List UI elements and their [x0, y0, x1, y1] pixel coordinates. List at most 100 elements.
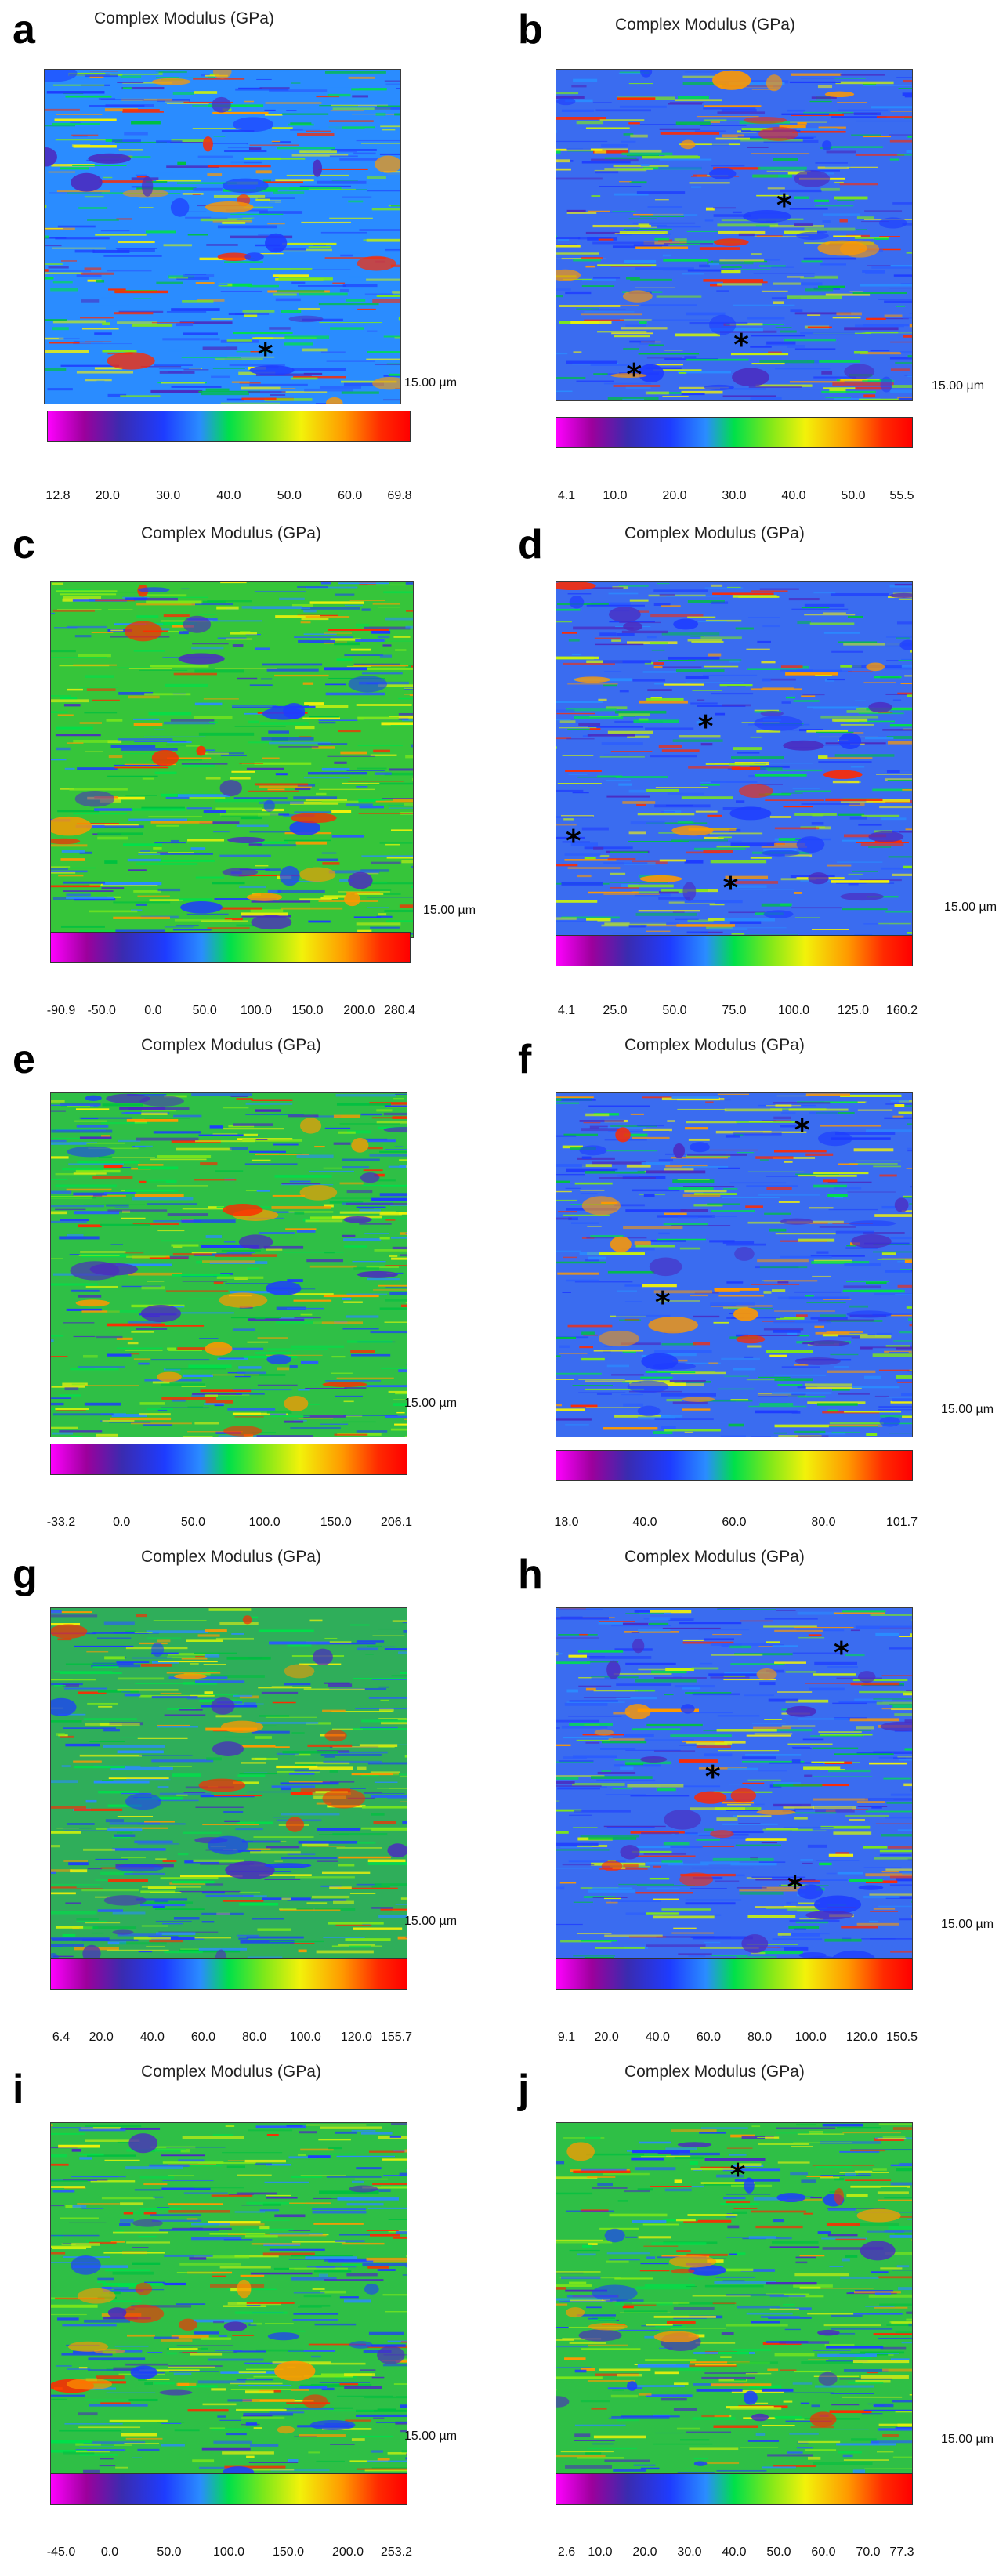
- scan-streak: [394, 113, 400, 116]
- scan-streak: [50, 288, 78, 292]
- scan-streak: [628, 884, 674, 888]
- scan-streak: [123, 246, 171, 248]
- scan-streak: [353, 663, 400, 665]
- scan-streak: [132, 2211, 144, 2215]
- scan-streak: [178, 2159, 205, 2162]
- scan-streak: [666, 804, 693, 807]
- scan-streak: [147, 2352, 163, 2353]
- scan-streak: [711, 1955, 748, 1957]
- scan-streak: [267, 223, 285, 225]
- scan-streak: [157, 1786, 169, 1788]
- scan-streak: [735, 627, 754, 630]
- colorbar-tick-label: 10.0: [603, 489, 628, 502]
- scan-streak: [654, 237, 669, 241]
- scan-streak: [226, 1252, 255, 1253]
- scan-streak: [671, 1225, 731, 1226]
- scan-streak: [378, 1284, 407, 1287]
- scan-streak: [89, 104, 145, 107]
- scan-streak: [186, 1639, 223, 1643]
- stiff-region: [375, 155, 400, 173]
- scan-streak: [625, 324, 646, 327]
- scan-streak: [53, 1684, 66, 1687]
- scan-streak: [259, 785, 312, 788]
- scan-streak: [717, 283, 762, 286]
- scan-streak: [355, 1708, 407, 1710]
- scan-streak: [340, 751, 367, 755]
- scan-streak: [205, 1894, 254, 1897]
- scan-streak: [592, 277, 621, 279]
- scan-streak: [774, 1424, 829, 1428]
- scan-streak: [581, 285, 615, 287]
- panel-title: Complex Modulus (GPa): [624, 524, 805, 542]
- scan-streak: [704, 119, 727, 122]
- soft-region: [786, 1705, 816, 1717]
- scan-streak: [202, 1260, 255, 1263]
- scan-streak: [564, 853, 601, 856]
- scan-streak: [556, 1719, 600, 1723]
- scan-streak: [360, 1138, 388, 1141]
- scan-streak: [327, 114, 376, 116]
- scan-streak: [223, 2305, 267, 2307]
- scan-streak: [51, 1610, 62, 1614]
- scan-streak: [722, 1188, 738, 1190]
- scan-streak: [352, 95, 368, 98]
- scan-streak: [248, 2462, 299, 2463]
- scan-streak: [247, 1956, 283, 1959]
- scan-streak: [91, 632, 114, 634]
- scan-streak: [374, 107, 400, 110]
- scan-streak: [213, 161, 244, 164]
- scan-streak: [344, 604, 363, 607]
- scan-streak: [789, 81, 841, 84]
- scan-streak: [747, 1915, 796, 1918]
- scan-streak: [736, 1956, 777, 1958]
- soft-region: [283, 703, 306, 719]
- scan-streak: [119, 1942, 167, 1945]
- scan-streak: [51, 1104, 101, 1106]
- scan-streak: [360, 183, 381, 185]
- scan-streak: [906, 1168, 912, 1169]
- scan-streak: [179, 321, 233, 324]
- scan-streak: [257, 844, 297, 847]
- scan-streak: [95, 599, 136, 602]
- scan-streak: [598, 698, 607, 701]
- scan-streak: [176, 277, 209, 280]
- scan-streak: [618, 1883, 674, 1886]
- scan-streak: [106, 719, 123, 722]
- scan-streak: [151, 322, 194, 324]
- scan-streak: [346, 665, 371, 668]
- scan-streak: [74, 1120, 107, 1122]
- scan-streak: [700, 1861, 740, 1865]
- scan-streak: [579, 1252, 599, 1255]
- soft-region: [387, 1843, 407, 1858]
- scan-streak: [677, 1216, 699, 1219]
- scan-streak: [333, 1114, 360, 1118]
- soft-region: [838, 733, 862, 750]
- scan-streak: [378, 1686, 389, 1688]
- scan-streak: [405, 755, 413, 759]
- scan-streak: [729, 1645, 751, 1649]
- scan-streak: [233, 2350, 266, 2353]
- scan-streak: [573, 626, 634, 630]
- scan-streak: [383, 1112, 407, 1116]
- scan-streak: [244, 712, 263, 715]
- scan-streak: [679, 240, 742, 244]
- scan-streak: [168, 2210, 230, 2213]
- scan-streak: [162, 2179, 214, 2182]
- colorbar-tick-label: 50.0: [192, 1004, 217, 1017]
- scan-streak: [722, 134, 744, 138]
- scan-streak: [367, 1859, 406, 1863]
- scan-streak: [606, 706, 628, 710]
- scan-streak: [309, 705, 349, 708]
- stiff-region: [219, 1292, 268, 1308]
- scan-streak: [653, 1290, 713, 1294]
- scan-streak: [284, 2408, 334, 2410]
- scan-streak: [280, 1813, 340, 1816]
- scan-streak: [353, 665, 409, 667]
- scan-streak: [556, 1408, 585, 1411]
- scan-streak: [705, 763, 744, 765]
- scan-streak: [625, 1763, 644, 1766]
- scan-streak: [172, 1252, 212, 1256]
- scan-streak: [809, 622, 855, 625]
- scan-streak: [74, 635, 92, 638]
- scan-streak: [162, 338, 220, 341]
